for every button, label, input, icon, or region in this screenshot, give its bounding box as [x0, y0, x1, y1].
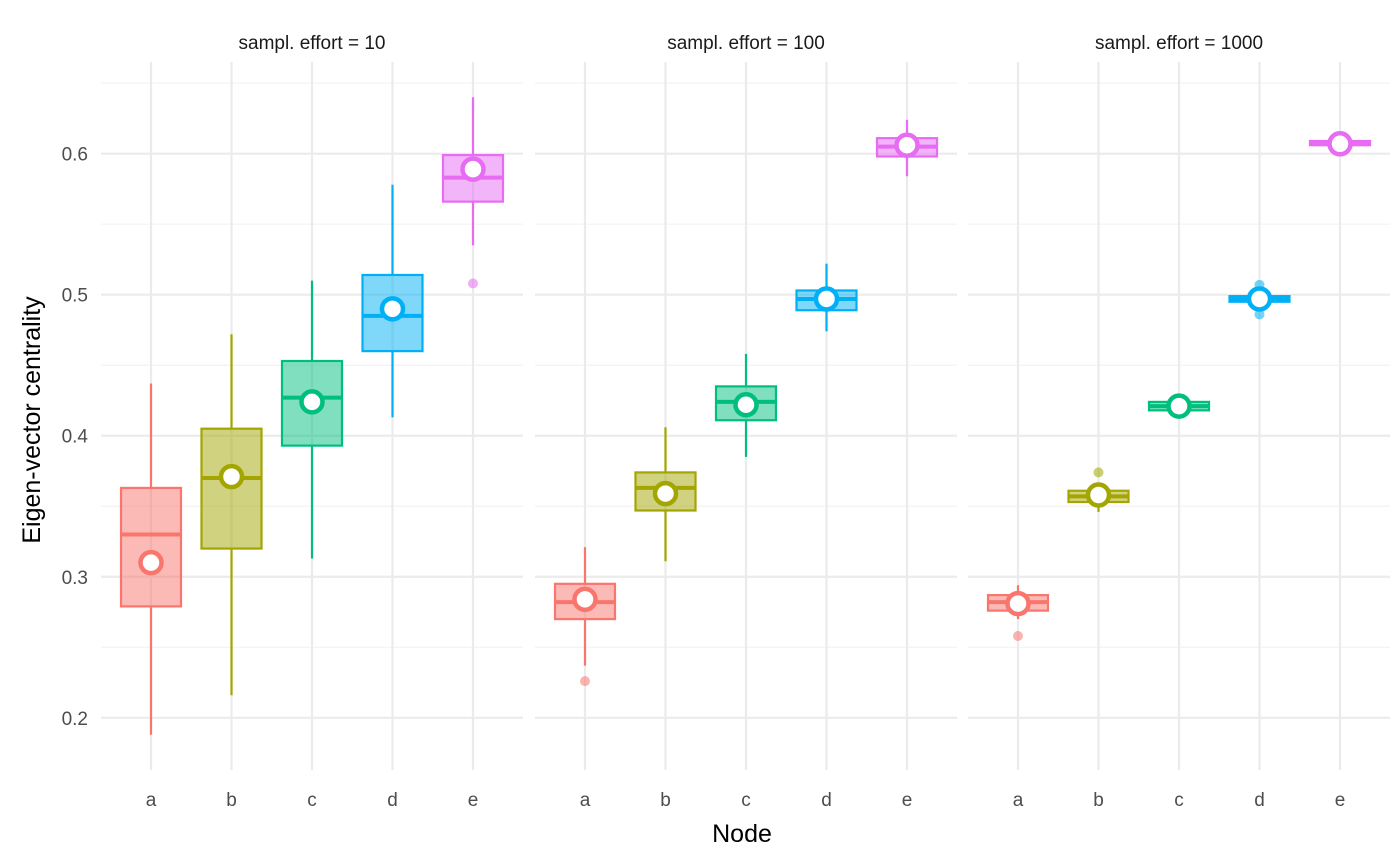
box-d	[361, 184, 424, 418]
outlier-point	[1254, 309, 1265, 320]
mean-marker	[1166, 393, 1192, 419]
box-b	[634, 427, 697, 562]
mean-marker	[379, 296, 406, 322]
box-e	[441, 97, 505, 289]
box-d	[1228, 279, 1291, 320]
x-tick-label: a	[1013, 790, 1024, 811]
box-a	[986, 585, 1050, 642]
y-tick-label: 0.5	[62, 286, 88, 307]
x-tick-label: a	[580, 790, 591, 811]
y-tick-label: 0.3	[62, 568, 88, 589]
box-e	[875, 119, 939, 177]
outlier-point	[580, 676, 590, 687]
mean-marker	[299, 389, 325, 415]
box-c	[714, 353, 778, 457]
x-tick-label: d	[387, 790, 398, 811]
x-tick-label: b	[660, 790, 671, 811]
box-e	[1308, 131, 1372, 157]
x-tick-label: a	[146, 790, 157, 811]
x-tick-label: b	[1093, 790, 1104, 811]
x-tick-label: c	[741, 790, 751, 811]
x-tick-label: c	[1174, 790, 1184, 811]
outlier-point	[1013, 631, 1023, 642]
y-tick-label: 0.6	[62, 145, 88, 166]
mean-marker	[460, 156, 486, 182]
mean-marker	[1085, 482, 1112, 508]
y-tick-label: 0.4	[62, 427, 89, 448]
x-tick-label: d	[821, 790, 832, 811]
mean-marker	[218, 463, 245, 490]
mean-marker	[813, 286, 840, 312]
x-tick-label: b	[226, 790, 237, 811]
y-axis-title: Eigen-vector centrality	[18, 296, 46, 544]
text-layer: a b c d e sampl. effort = 10 a b c d e sampl. effor…	[62, 33, 1346, 811]
x-tick-label: e	[468, 790, 479, 811]
outlier-point	[1093, 467, 1104, 478]
x-tick-label: d	[1254, 790, 1265, 811]
x-tick-label: c	[307, 790, 317, 811]
mean-marker	[652, 480, 679, 507]
x-tick-label: e	[902, 790, 913, 811]
box-a	[553, 547, 617, 687]
marks-layer	[119, 97, 1372, 735]
box-b	[1067, 467, 1130, 512]
mean-marker	[1005, 590, 1031, 617]
box-c	[1147, 393, 1211, 419]
mean-marker	[138, 549, 164, 576]
facet-title: sampl. effort = 1000	[1095, 33, 1263, 54]
box-a	[119, 383, 183, 735]
box-c	[280, 280, 344, 559]
box-b	[200, 334, 263, 696]
x-tick-label: e	[1335, 790, 1346, 811]
facet-title: sampl. effort = 100	[667, 33, 825, 54]
x-axis-title: Node	[712, 820, 772, 848]
outlier-point	[468, 278, 478, 289]
box-d	[795, 263, 858, 332]
mean-marker	[1246, 286, 1273, 312]
facet-title: sampl. effort = 10	[239, 33, 386, 54]
mean-marker	[1327, 131, 1353, 157]
box-iqr	[119, 486, 183, 608]
mean-marker	[733, 391, 759, 418]
mean-marker	[572, 586, 598, 613]
mean-marker	[894, 132, 920, 158]
y-tick-label: 0.2	[62, 709, 88, 730]
